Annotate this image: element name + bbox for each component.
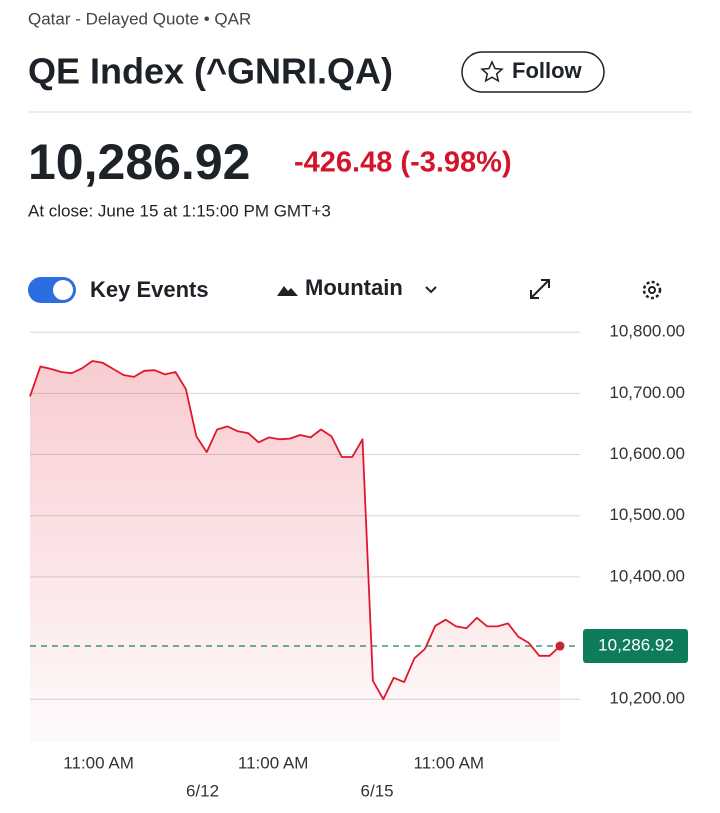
key-events-label[interactable]: Key Events bbox=[90, 277, 209, 302]
chart-style-label[interactable]: Mountain bbox=[305, 275, 403, 300]
change: -426.48 (-3.98%) bbox=[294, 147, 512, 179]
last-price-badge bbox=[583, 629, 688, 664]
mountain-icon[interactable] bbox=[277, 286, 298, 296]
date-tick-label: 6/12 bbox=[186, 781, 219, 800]
toggle-knob[interactable] bbox=[53, 280, 73, 300]
follow-border[interactable] bbox=[461, 51, 605, 93]
expand-icon[interactable] bbox=[530, 279, 550, 299]
x-tick-label: 11:00 AM bbox=[238, 753, 309, 772]
x-tick-label: 11:00 AM bbox=[63, 753, 134, 772]
chevron-icon[interactable] bbox=[425, 286, 437, 294]
y-tick-label: 10,500.00 bbox=[609, 505, 685, 524]
price: 10,286.92 bbox=[28, 134, 250, 190]
follow-label[interactable]: Follow bbox=[512, 58, 583, 83]
gear-inner[interactable] bbox=[648, 286, 656, 294]
date-tick-label: 6/15 bbox=[361, 781, 394, 800]
chart-style-menu[interactable]: Mountain bbox=[277, 275, 437, 300]
x-tick-label: 11:00 AM bbox=[414, 753, 485, 772]
title: QE Index (^GNRI.QA) bbox=[28, 51, 393, 92]
close-time: At close: June 15 at 1:15:00 PM GMT+3 bbox=[28, 201, 331, 220]
area-fill bbox=[30, 361, 560, 742]
follow-button[interactable]: Follow bbox=[461, 51, 605, 93]
y-tick-label: 10,700.00 bbox=[609, 383, 685, 402]
subtitle: Qatar - Delayed Quote • QAR bbox=[28, 9, 251, 28]
price-line bbox=[29, 360, 561, 701]
y-tick-label: 10,600.00 bbox=[609, 444, 685, 463]
settings-icon[interactable] bbox=[642, 280, 662, 300]
key-events-toggle[interactable]: Key Events bbox=[28, 277, 209, 303]
y-tick-label: 10,400.00 bbox=[609, 566, 685, 585]
chart: 10,200.00 10,400.00 10,500.00 10,600.00 10,7… bbox=[29, 322, 688, 800]
star-icon[interactable] bbox=[480, 60, 504, 83]
y-tick-label: 10,800.00 bbox=[609, 322, 685, 341]
gear-outer[interactable] bbox=[642, 280, 662, 300]
y-tick-label: 10,200.00 bbox=[609, 689, 685, 708]
last-price-label: 10,286.92 bbox=[598, 636, 674, 655]
